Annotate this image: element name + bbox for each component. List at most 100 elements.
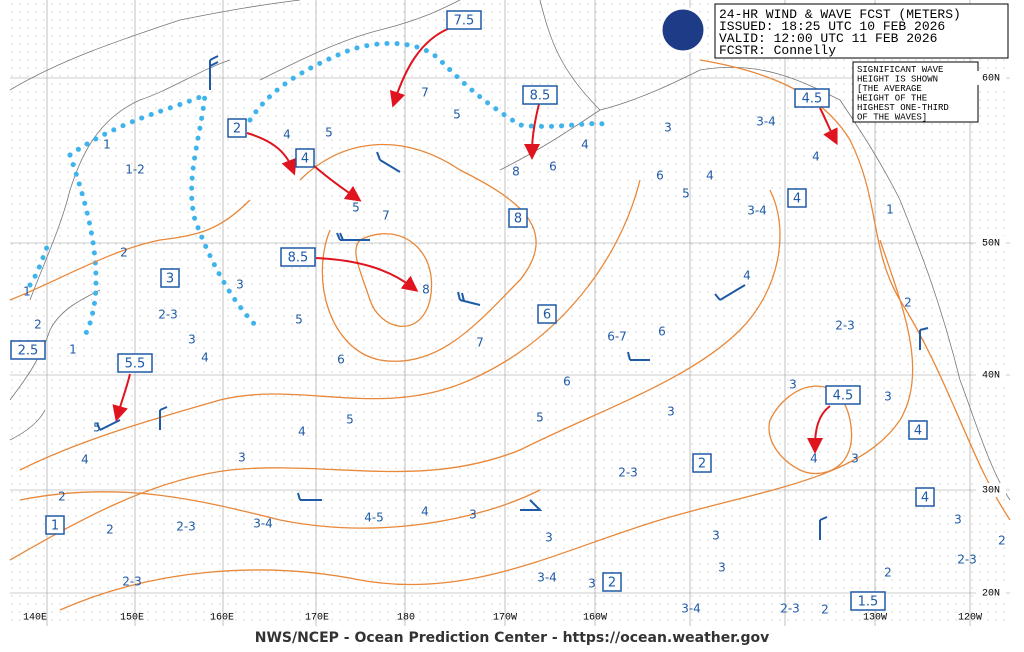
- valid-time: VALID: 12:00 UTC 11 FEB 2026: [719, 31, 937, 46]
- wave-height-label: 6-7: [607, 330, 627, 344]
- wave-height-label: 2-3: [176, 520, 196, 534]
- boxed-wave-label: 8.5: [288, 251, 309, 266]
- wave-height-label: 2-3: [780, 602, 800, 616]
- wave-height-label: 3: [789, 378, 797, 392]
- wave-height-label: 3: [954, 513, 962, 527]
- graticule: [10, 0, 1010, 626]
- wave-height-label: 4: [706, 169, 714, 183]
- lat-label-bg: [976, 483, 1006, 497]
- wave-height-label: 5: [352, 201, 360, 215]
- wave-height-label: 4: [201, 351, 209, 365]
- wave-height-label: 2: [106, 523, 114, 537]
- wave-height-label: 2: [884, 566, 892, 580]
- wave-height-label: 5: [93, 421, 101, 435]
- wave-height-label: 3: [851, 452, 859, 466]
- wave-height-label: 3: [884, 390, 892, 404]
- wave-height-label: 7: [476, 336, 484, 350]
- wave-height-label: 5: [325, 126, 333, 140]
- wave-height-label: 3: [238, 451, 246, 465]
- wave-height-label: 6: [563, 375, 571, 389]
- lat-label-bg: [976, 236, 1006, 250]
- ice-edge: [27, 40, 613, 338]
- boxed-label-frame: [602, 572, 622, 592]
- boxed-label-frame: [825, 385, 861, 405]
- lat-label-bg: [976, 586, 1006, 600]
- boxed-label-frame: [692, 453, 712, 473]
- boxed-wave-label: 5.5: [125, 357, 146, 372]
- wind-barbs: [96, 55, 929, 540]
- wave-height-label: 1-2: [125, 163, 145, 177]
- wave-height-label: 6: [549, 160, 557, 174]
- lat-label: 30N: [982, 486, 1000, 497]
- wave-height-label: 2: [821, 603, 829, 617]
- coastlines: [9, 0, 1011, 501]
- wave-height-label: 2-3: [618, 466, 638, 480]
- boxed-label-frame: [117, 353, 153, 373]
- wave-height-label: 5: [536, 411, 544, 425]
- wave-height-label: 7: [421, 86, 429, 100]
- note-line: OF THE WAVES]: [857, 113, 927, 123]
- wave-height-label: 4: [421, 505, 429, 519]
- header-text: 24-HR WIND & WAVE FCST (METERS) ISSUED: …: [719, 7, 961, 58]
- wave-height-label: 1: [886, 203, 894, 217]
- wave-height-label: 4: [81, 453, 89, 467]
- wave-height-label: 3: [664, 121, 672, 135]
- wave-height-label: 1: [69, 343, 77, 357]
- map-title: 24-HR WIND & WAVE FCST (METERS): [719, 7, 961, 22]
- header-box: [714, 3, 1009, 59]
- wave-height-label: 2: [58, 490, 66, 504]
- note-line: HIGHEST ONE-THIRD: [857, 103, 949, 113]
- wave-height-label: 8: [512, 165, 520, 179]
- boxed-wave-label: 4: [301, 152, 309, 167]
- wave-height-label: 5: [453, 108, 461, 122]
- boxed-wave-label: 1: [51, 519, 59, 534]
- wave-height-label: 3-4: [756, 115, 776, 129]
- wave-height-label: 3: [712, 529, 720, 543]
- forecaster: FCSTR: Connelly: [719, 43, 836, 58]
- lon-label: 120W: [958, 613, 982, 624]
- wave-height-label: 2-3: [158, 308, 178, 322]
- boxed-label-frame: [10, 340, 46, 360]
- boxed-label-frame: [850, 591, 886, 611]
- lat-label: 20N: [982, 589, 1000, 600]
- boxed-wave-label: 3: [166, 272, 174, 287]
- wave-height-label: 4: [283, 128, 291, 142]
- wave-height-label: 4: [810, 452, 818, 466]
- note-line: SIGNIFICANT WAVE: [857, 65, 943, 75]
- wave-contours: [9, 59, 1011, 611]
- wave-height-label: 2: [34, 318, 42, 332]
- boxed-label-frame: [446, 10, 482, 30]
- wave-height-label: 3: [236, 278, 244, 292]
- footer: NWS/NCEP - Ocean Prediction Center - htt…: [255, 630, 770, 646]
- wave-height-label: 5: [295, 313, 303, 327]
- boxed-wave-label: 4.5: [833, 389, 854, 404]
- wave-height-label: 6: [658, 325, 666, 339]
- boxed-label-frame: [794, 88, 830, 108]
- wave-height-label: 5: [346, 413, 354, 427]
- wave-height-label: 2-3: [835, 319, 855, 333]
- note-box: [852, 61, 979, 123]
- boxed-label-frame: [787, 188, 807, 208]
- wave-height-label: 3-4: [253, 517, 273, 531]
- wave-height-label: 2: [998, 534, 1006, 548]
- boxed-wave-label: 2.5: [18, 344, 39, 359]
- boxed-wave-label: 4.5: [802, 92, 823, 107]
- wave-height-label: 1: [103, 138, 111, 152]
- lon-label: 160E: [210, 613, 234, 624]
- wave-height-label: 3: [545, 531, 553, 545]
- wave-height-label: 5: [682, 187, 690, 201]
- boxed-wave-label: 6: [543, 308, 551, 323]
- note-line: HEIGHT OF THE: [857, 94, 927, 104]
- lon-label: 130W: [863, 613, 887, 624]
- lon-label: 150E: [120, 613, 144, 624]
- wave-height-label: 3: [588, 577, 596, 591]
- boxed-label-frame: [908, 420, 928, 440]
- boxed-label-frame: [537, 304, 557, 324]
- wave-height-label: 3-4: [747, 204, 767, 218]
- wave-height-label: 4: [581, 138, 589, 152]
- wave-height-label: 8: [422, 283, 430, 297]
- boxed-label-frame: [280, 247, 316, 267]
- boxed-wave-label: 4: [914, 424, 922, 439]
- lon-label: 170E: [305, 613, 329, 624]
